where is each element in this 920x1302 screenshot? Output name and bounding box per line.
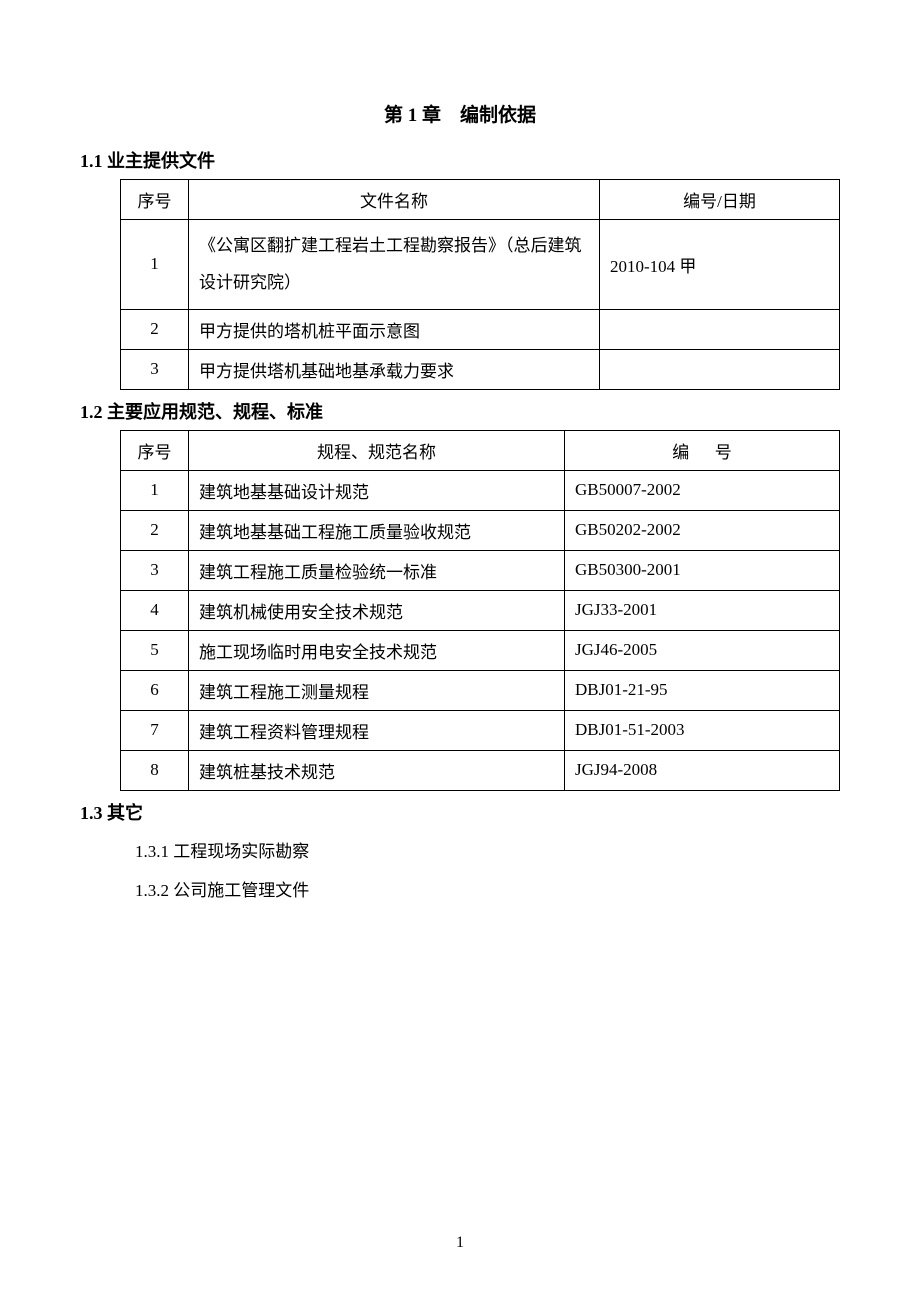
table-row: 1 建筑地基基础设计规范 GB50007-2002 [121, 470, 840, 510]
cell-num [600, 309, 840, 349]
cell-num [600, 349, 840, 389]
cell-num: GB50007-2002 [565, 470, 840, 510]
table-row: 6 建筑工程施工测量规程 DBJ01-21-95 [121, 670, 840, 710]
cell-name: 建筑地基基础工程施工质量验收规范 [189, 510, 565, 550]
cell-seq: 1 [121, 470, 189, 510]
cell-seq: 8 [121, 750, 189, 790]
section-1-heading: 1.1 业主提供文件 [80, 147, 840, 173]
section-2-heading: 1.2 主要应用规范、规程、标准 [80, 398, 840, 424]
table-row: 3 建筑工程施工质量检验统一标准 GB50300-2001 [121, 550, 840, 590]
cell-seq: 6 [121, 670, 189, 710]
table-header-row: 序号 文件名称 编号/日期 [121, 180, 840, 220]
table-row: 8 建筑桩基技术规范 JGJ94-2008 [121, 750, 840, 790]
cell-num: 2010-104 甲 [600, 220, 840, 310]
table-row: 7 建筑工程资料管理规程 DBJ01-51-2003 [121, 710, 840, 750]
cell-name: 建筑地基基础设计规范 [189, 470, 565, 510]
header-num: 编号 [565, 430, 840, 470]
table-row: 2 甲方提供的塔机桩平面示意图 [121, 309, 840, 349]
cell-num: GB50202-2002 [565, 510, 840, 550]
cell-num: DBJ01-51-2003 [565, 710, 840, 750]
cell-num: JGJ46-2005 [565, 630, 840, 670]
cell-name: 建筑桩基技术规范 [189, 750, 565, 790]
table-row: 5 施工现场临时用电安全技术规范 JGJ46-2005 [121, 630, 840, 670]
cell-seq: 4 [121, 590, 189, 630]
cell-num: JGJ94-2008 [565, 750, 840, 790]
cell-name: 建筑机械使用安全技术规范 [189, 590, 565, 630]
page-number: 1 [0, 1234, 920, 1252]
cell-name: 甲方提供塔机基础地基承载力要求 [189, 349, 600, 389]
cell-name: 建筑工程施工测量规程 [189, 670, 565, 710]
sub-item: 1.3.2 公司施工管理文件 [135, 878, 840, 904]
table-row: 3 甲方提供塔机基础地基承载力要求 [121, 349, 840, 389]
cell-name: 甲方提供的塔机桩平面示意图 [189, 309, 600, 349]
sub-item: 1.3.1 工程现场实际勘察 [135, 839, 840, 865]
cell-name: 建筑工程资料管理规程 [189, 710, 565, 750]
cell-num: GB50300-2001 [565, 550, 840, 590]
header-name: 文件名称 [189, 180, 600, 220]
table-header-row: 序号 规程、规范名称 编号 [121, 430, 840, 470]
cell-name: 《公寓区翻扩建工程岩土工程勘察报告》（总后建筑设计研究院） [189, 220, 600, 310]
header-seq: 序号 [121, 430, 189, 470]
cell-num: DBJ01-21-95 [565, 670, 840, 710]
table-row: 2 建筑地基基础工程施工质量验收规范 GB50202-2002 [121, 510, 840, 550]
table-row: 4 建筑机械使用安全技术规范 JGJ33-2001 [121, 590, 840, 630]
header-name: 规程、规范名称 [189, 430, 565, 470]
cell-seq: 1 [121, 220, 189, 310]
cell-seq: 2 [121, 510, 189, 550]
documents-table: 序号 文件名称 编号/日期 1 《公寓区翻扩建工程岩土工程勘察报告》（总后建筑设… [120, 179, 840, 390]
cell-seq: 2 [121, 309, 189, 349]
cell-name: 施工现场临时用电安全技术规范 [189, 630, 565, 670]
cell-seq: 3 [121, 550, 189, 590]
standards-table: 序号 规程、规范名称 编号 1 建筑地基基础设计规范 GB50007-2002 … [120, 430, 840, 791]
cell-num: JGJ33-2001 [565, 590, 840, 630]
cell-name: 建筑工程施工质量检验统一标准 [189, 550, 565, 590]
cell-seq: 7 [121, 710, 189, 750]
cell-seq: 5 [121, 630, 189, 670]
section-3-heading: 1.3 其它 [80, 799, 840, 825]
header-seq: 序号 [121, 180, 189, 220]
cell-seq: 3 [121, 349, 189, 389]
table-row: 1 《公寓区翻扩建工程岩土工程勘察报告》（总后建筑设计研究院） 2010-104… [121, 220, 840, 310]
header-num: 编号/日期 [600, 180, 840, 220]
chapter-title: 第 1 章 编制依据 [80, 100, 840, 127]
